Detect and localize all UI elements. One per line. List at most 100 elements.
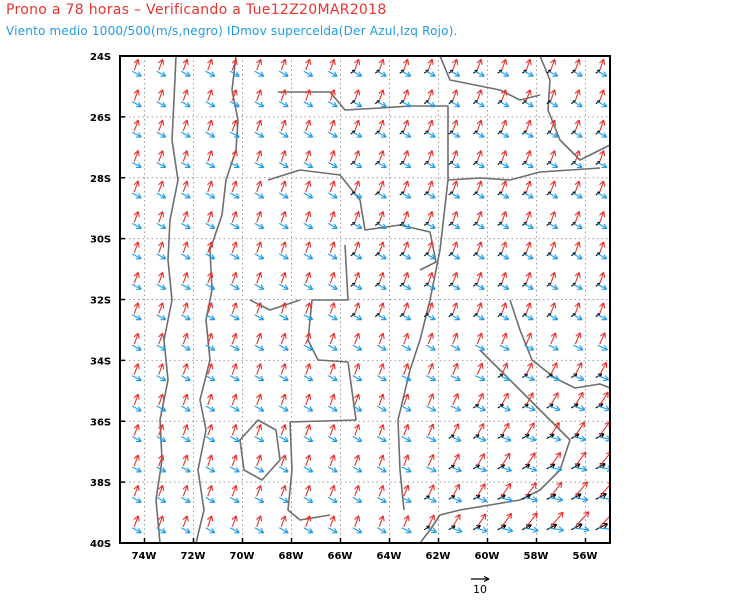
wind-arrow — [254, 101, 265, 108]
wind-arrow — [131, 70, 142, 77]
wind-arrow — [329, 271, 336, 284]
wind-arrow — [474, 131, 485, 138]
wind-arrow — [329, 89, 336, 101]
wind-arrow — [450, 314, 461, 321]
wind-arrow — [156, 375, 167, 382]
wind-arrow — [327, 314, 338, 321]
wind-arrow — [278, 283, 289, 290]
wind-arrow — [574, 180, 581, 193]
wind-arrow — [182, 58, 189, 71]
wind-arrow — [205, 375, 216, 382]
wind-arrow — [476, 483, 486, 497]
wind-arrow — [329, 363, 336, 375]
wind-arrow — [280, 332, 287, 345]
wind-arrow — [572, 70, 583, 77]
wind-arrow — [205, 101, 216, 108]
wind-arrow — [476, 422, 485, 436]
wind-arrow — [475, 435, 487, 443]
wind-arrow — [158, 210, 165, 223]
wind-arrow — [501, 422, 510, 436]
wind-arrow — [572, 253, 583, 260]
wind-arrow — [229, 527, 240, 534]
wind-arrow — [280, 515, 287, 527]
political-borders — [155, 56, 610, 543]
wind-arrow — [278, 162, 289, 169]
wind-arrow — [352, 344, 363, 351]
wind-arrow — [229, 101, 240, 108]
wind-arrow — [156, 222, 167, 229]
wind-arrow — [378, 332, 385, 345]
wind-arrow — [207, 210, 214, 223]
wind-arrow — [452, 302, 459, 314]
wind-arrow — [427, 150, 434, 162]
wind-arrow — [574, 89, 581, 101]
wind-arrow — [354, 89, 361, 101]
wind-arrow — [327, 222, 338, 229]
wind-vectors — [131, 58, 610, 534]
wind-arrow — [573, 375, 585, 382]
wind-arrow — [550, 241, 557, 254]
wind-arrow — [450, 101, 461, 108]
wind-arrow — [305, 58, 312, 71]
wind-arrow — [599, 332, 606, 345]
wind-arrow — [156, 283, 167, 290]
wind-arrow — [426, 405, 437, 412]
wind-arrow — [131, 496, 142, 503]
reference-vector: 10 — [471, 575, 490, 596]
wind-arrow — [427, 58, 434, 71]
wind-arrow — [574, 119, 581, 132]
wind-arrow — [574, 362, 583, 375]
wind-arrow — [180, 131, 191, 138]
wind-arrow — [452, 362, 459, 375]
wind-arrow — [403, 484, 410, 497]
wind-arrow — [254, 435, 265, 443]
wind-arrow — [427, 241, 434, 254]
wind-arrow — [427, 332, 434, 345]
wind-arrow — [476, 362, 484, 375]
wind-arrow — [599, 241, 606, 254]
wind-arrow — [231, 484, 238, 497]
wind-arrow — [303, 162, 314, 169]
wind-arrow — [548, 344, 559, 351]
wind-arrow — [156, 466, 167, 473]
wind-arrow — [403, 58, 410, 71]
wind-arrow — [156, 527, 167, 534]
lon-tick-label: 66W — [328, 551, 353, 562]
wind-arrow — [501, 119, 508, 132]
wind-arrow — [378, 393, 385, 406]
wind-arrow — [476, 89, 483, 101]
wind-arrow — [525, 241, 532, 254]
wind-arrow — [205, 496, 216, 503]
wind-arrow — [525, 332, 533, 345]
wind-arrow — [254, 253, 265, 260]
wind-arrow — [597, 435, 610, 442]
wind-arrow — [278, 222, 289, 229]
wind-arrow — [550, 302, 557, 314]
wind-arrow — [450, 435, 462, 443]
wind-arrow — [450, 283, 461, 290]
wind-arrow — [524, 526, 539, 533]
wind-arrow — [254, 405, 265, 412]
wind-arrow — [131, 283, 142, 290]
andes-border — [195, 56, 239, 543]
wind-arrow — [207, 119, 214, 132]
wind-arrow — [550, 362, 558, 375]
wind-arrow — [158, 302, 165, 314]
wind-arrow — [572, 131, 583, 138]
wind-arrow — [425, 222, 436, 229]
wind-arrow — [450, 375, 461, 382]
wind-arrow — [256, 180, 263, 193]
wind-arrow — [524, 375, 535, 382]
wind-arrow — [401, 496, 412, 503]
wind-arrow — [425, 70, 436, 77]
wind-arrow — [352, 101, 363, 108]
wind-arrow — [599, 89, 606, 101]
wind-arrow — [501, 332, 508, 345]
wind-arrow — [229, 435, 240, 443]
wind-arrow — [548, 131, 559, 138]
wind-arrow — [352, 527, 363, 534]
wind-arrow — [427, 119, 434, 132]
wind-arrow — [158, 89, 165, 101]
wind-arrow — [231, 454, 238, 467]
wind-arrow — [474, 344, 486, 351]
